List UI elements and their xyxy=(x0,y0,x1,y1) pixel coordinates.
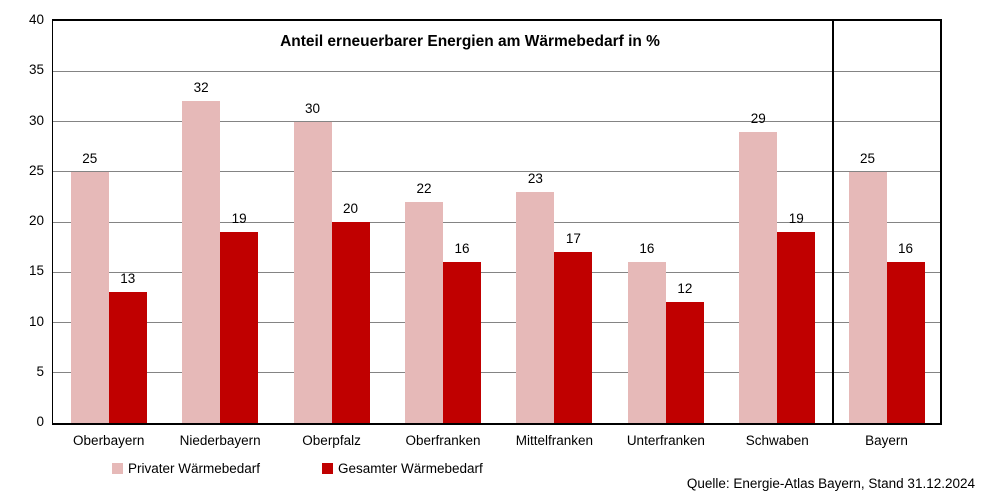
bar-total xyxy=(108,292,147,423)
bar-value-label: 19 xyxy=(231,211,247,227)
bar-private xyxy=(405,201,443,423)
legend-swatch-private-icon xyxy=(112,463,123,474)
x-category-label: Oberfranken xyxy=(405,433,481,448)
legend-item-private: Privater Wärmebedarf xyxy=(112,461,260,476)
bar-total xyxy=(554,252,593,423)
gridline xyxy=(53,322,940,323)
bar-private xyxy=(627,262,666,423)
legend-item-total: Gesamter Wärmebedarf xyxy=(322,461,483,476)
bar-value-label: 17 xyxy=(565,231,581,247)
bar-private xyxy=(848,171,887,423)
y-tick-label: 10 xyxy=(28,313,44,329)
bar-total xyxy=(886,262,925,423)
y-tick-label: 20 xyxy=(28,213,44,228)
y-tick-label: 25 xyxy=(28,162,44,178)
bar-value-label: 23 xyxy=(527,170,543,186)
bar-value-label: 30 xyxy=(305,100,321,116)
gridline xyxy=(53,221,940,223)
bar-private xyxy=(293,121,332,423)
bar-value-label: 16 xyxy=(454,241,470,257)
bar-value-label: 22 xyxy=(416,180,432,196)
plot-area: 25 13 32 19 30 20 22 16 23 17 16 12 29 19 25 16 xyxy=(52,19,942,425)
y-tick-label: 15 xyxy=(28,263,44,279)
gridline xyxy=(53,121,940,122)
y-tick-label: 35 xyxy=(28,62,44,78)
x-category-label: Schwaben xyxy=(745,433,809,448)
gridline xyxy=(53,372,940,374)
bar-value-label: 29 xyxy=(750,110,766,126)
region-separator-line xyxy=(832,21,834,423)
bar-value-label: 13 xyxy=(120,271,136,287)
bar-value-label: 25 xyxy=(82,150,98,166)
y-tick-label: 40 xyxy=(28,12,44,27)
bar-value-label: 19 xyxy=(788,211,804,227)
legend-label-total: Gesamter Wärmebedarf xyxy=(338,461,483,476)
x-category-label: Unterfranken xyxy=(626,433,705,448)
x-category-label: Oberbayern xyxy=(73,433,145,448)
bar-private xyxy=(70,171,109,423)
y-tick-label: 30 xyxy=(28,112,44,128)
gridline xyxy=(53,171,940,173)
y-tick-label: 5 xyxy=(36,363,44,379)
bar-total xyxy=(331,222,370,423)
bar-total xyxy=(443,262,481,423)
gridline xyxy=(53,70,940,72)
x-category-label: Mittelfranken xyxy=(515,433,594,448)
legend-label-private: Privater Wärmebedarf xyxy=(128,461,261,476)
x-category-label: Oberpfalz xyxy=(302,433,361,448)
bar-value-label: 32 xyxy=(193,80,209,96)
source-note: Quelle: Energie-Atlas Bayern, Stand 31.1… xyxy=(686,476,975,491)
bar-value-label: 25 xyxy=(859,150,876,166)
x-category-label: Niederbayern xyxy=(179,433,261,448)
bar-value-label: 16 xyxy=(897,241,914,257)
gridline xyxy=(53,271,940,273)
bar-total xyxy=(220,232,259,423)
bar-private xyxy=(516,191,555,423)
legend-swatch-total-icon xyxy=(322,463,333,474)
y-tick-label: 0 xyxy=(36,414,44,429)
bar-total xyxy=(665,302,704,423)
bar-value-label: 12 xyxy=(677,281,693,297)
bar-value-label: 16 xyxy=(639,241,655,257)
bar-value-label: 20 xyxy=(343,201,359,216)
bar-private xyxy=(739,131,778,423)
bar-private xyxy=(182,101,221,423)
chart-title: Anteil erneuerbarer Energien am Wärmebed… xyxy=(280,33,660,50)
bar-total xyxy=(777,232,816,423)
x-category-label: Bayern xyxy=(865,433,908,448)
